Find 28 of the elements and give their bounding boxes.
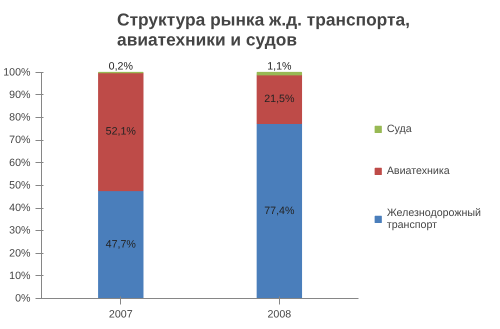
data-label: 1,1%	[267, 60, 292, 73]
data-label: 21,5%	[264, 93, 295, 106]
y-tick-label: 40%	[9, 202, 32, 214]
y-tick-label: 80%	[9, 112, 32, 124]
y-tick-label: 30%	[9, 224, 32, 237]
y-tick-label: 50%	[9, 179, 32, 192]
x-tick-label: 2007	[108, 308, 133, 320]
y-tick-label: 0%	[15, 292, 32, 304]
x-tick-label: 2008	[268, 308, 292, 320]
y-tick-label: 70%	[9, 134, 32, 146]
data-label: 47,7%	[106, 238, 136, 251]
legend-label: Суда	[386, 123, 412, 135]
legend-label: Авиатехника	[386, 165, 450, 177]
chart-title: Структура рынка ж.д. транспорта, авиатехники и судов	[117, 10, 410, 50]
y-tick-label: 60%	[9, 156, 32, 169]
legend-label: Железнодорожный транспорт	[386, 207, 481, 231]
data-label: 52,1%	[106, 126, 136, 138]
y-tick-label: 100%	[3, 66, 32, 78]
bar	[256, 72, 302, 76]
bar	[256, 74, 302, 124]
y-tick-label: 20%	[9, 247, 32, 260]
data-label: 77,4%	[264, 204, 295, 217]
data-label: 0,2%	[108, 60, 134, 73]
bar	[256, 122, 302, 298]
bar	[98, 190, 144, 298]
bar	[98, 72, 144, 192]
y-tick-label: 10%	[9, 270, 32, 282]
y-tick-label: 90%	[9, 88, 32, 101]
